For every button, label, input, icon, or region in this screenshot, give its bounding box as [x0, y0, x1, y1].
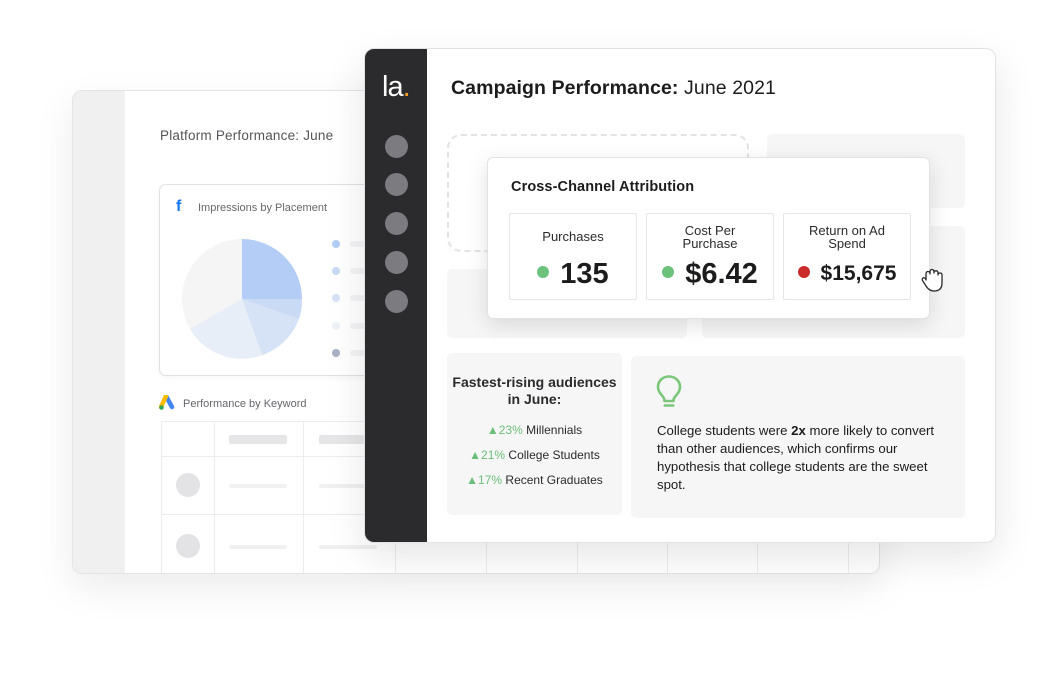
insight-emphasis: 2x: [791, 423, 806, 438]
table-divider: [161, 421, 162, 573]
pie-slice-4: [190, 299, 262, 359]
legend-dot: [332, 322, 340, 330]
fastest-rising-audiences-card: Fastest-rising audiences in June: ▲23% M…: [447, 353, 622, 515]
logo-dot: .: [402, 71, 411, 103]
pie-slice-1: [242, 239, 302, 299]
table-cell-placeholder: [229, 545, 287, 549]
logo-text: la: [382, 71, 404, 103]
metric-label: Purchases: [542, 229, 604, 244]
table-cell-placeholder: [229, 484, 287, 488]
avatar: [176, 534, 200, 558]
back-sidebar: [73, 91, 125, 573]
cost-per-purchase-value: $6.42: [685, 258, 758, 290]
cross-channel-attribution-title: Cross-Channel Attribution: [511, 179, 695, 195]
legend-dot: [332, 349, 340, 357]
status-dot: [662, 266, 675, 279]
purchases-metric: Purchases 135: [509, 213, 637, 300]
metric-value: 135: [510, 259, 636, 289]
facebook-icon: f: [176, 198, 182, 215]
table-header-placeholder: [319, 435, 377, 444]
status-dot: [537, 266, 550, 279]
insight-text: College students were 2x more likely to …: [657, 422, 947, 494]
return-on-ad-spend-value: $15,675: [820, 262, 897, 285]
cost-per-purchase-metric: Cost Per Purchase $6.42: [646, 213, 774, 300]
return-on-ad-spend-metric: Return on Ad Spend $15,675: [783, 213, 911, 300]
app-logo[interactable]: la.: [382, 71, 411, 104]
insight-text-start: College students were: [657, 423, 792, 438]
table-divider: [303, 421, 304, 573]
platform-performance-title: Platform Performance: June: [160, 128, 334, 143]
app-sidebar: la.: [365, 49, 427, 542]
cross-channel-attribution-card[interactable]: Cross-Channel Attribution Purchases 135 …: [487, 157, 930, 319]
metric-value: $15,675: [784, 262, 910, 286]
metric-label: Return on Ad Spend: [809, 223, 885, 251]
sidebar-nav-item[interactable]: [385, 212, 408, 235]
audience-growth: ▲17%: [466, 473, 503, 487]
insight-text-end: more likely to convert than other audien…: [657, 423, 935, 492]
pie-slice-3: [242, 299, 299, 355]
audience-item: ▲21% College Students: [447, 448, 622, 462]
insight-card: College students were 2x more likely to …: [631, 356, 965, 518]
audience-label: College Students: [508, 448, 600, 462]
legend-dot: [332, 240, 340, 248]
audience-item: ▲23% Millennials: [447, 423, 622, 437]
google-ads-icon: [159, 395, 175, 410]
audiences-title: Fastest-rising audiences in June:: [452, 374, 617, 407]
page-title-date: June 2021: [678, 77, 777, 99]
audience-growth: ▲21%: [469, 448, 506, 462]
sidebar-nav-item[interactable]: [385, 251, 408, 274]
sidebar-nav-item[interactable]: [385, 135, 408, 158]
impressions-by-placement-title: Impressions by Placement: [198, 202, 327, 214]
page-title: Campaign Performance: June 2021: [451, 77, 776, 100]
page-title-bold: Campaign Performance:: [451, 77, 679, 99]
status-dot: [797, 266, 810, 279]
lightbulb-icon: [656, 375, 682, 407]
metric-label: Cost Per Purchase: [682, 223, 738, 251]
legend-dot: [332, 294, 340, 302]
sidebar-nav-item[interactable]: [385, 173, 408, 196]
table-divider: [214, 421, 215, 573]
purchases-value: 135: [560, 258, 609, 290]
sidebar-nav-item[interactable]: [385, 290, 408, 313]
performance-by-keyword-title: Performance by Keyword: [183, 398, 307, 410]
pie-slice-2: [242, 299, 303, 319]
audience-label: Millennials: [526, 423, 583, 437]
audience-item: ▲17% Recent Graduates: [447, 473, 622, 487]
audience-growth: ▲23%: [486, 423, 523, 437]
avatar: [176, 473, 200, 497]
audience-label: Recent Graduates: [505, 473, 603, 487]
legend-dot: [332, 267, 340, 275]
table-cell-placeholder: [319, 545, 377, 549]
table-cell-placeholder: [319, 484, 377, 488]
metric-value: $6.42: [647, 259, 773, 289]
hand-cursor-icon: [921, 268, 943, 292]
table-header-placeholder: [229, 435, 287, 444]
impressions-pie-chart: [182, 239, 303, 359]
